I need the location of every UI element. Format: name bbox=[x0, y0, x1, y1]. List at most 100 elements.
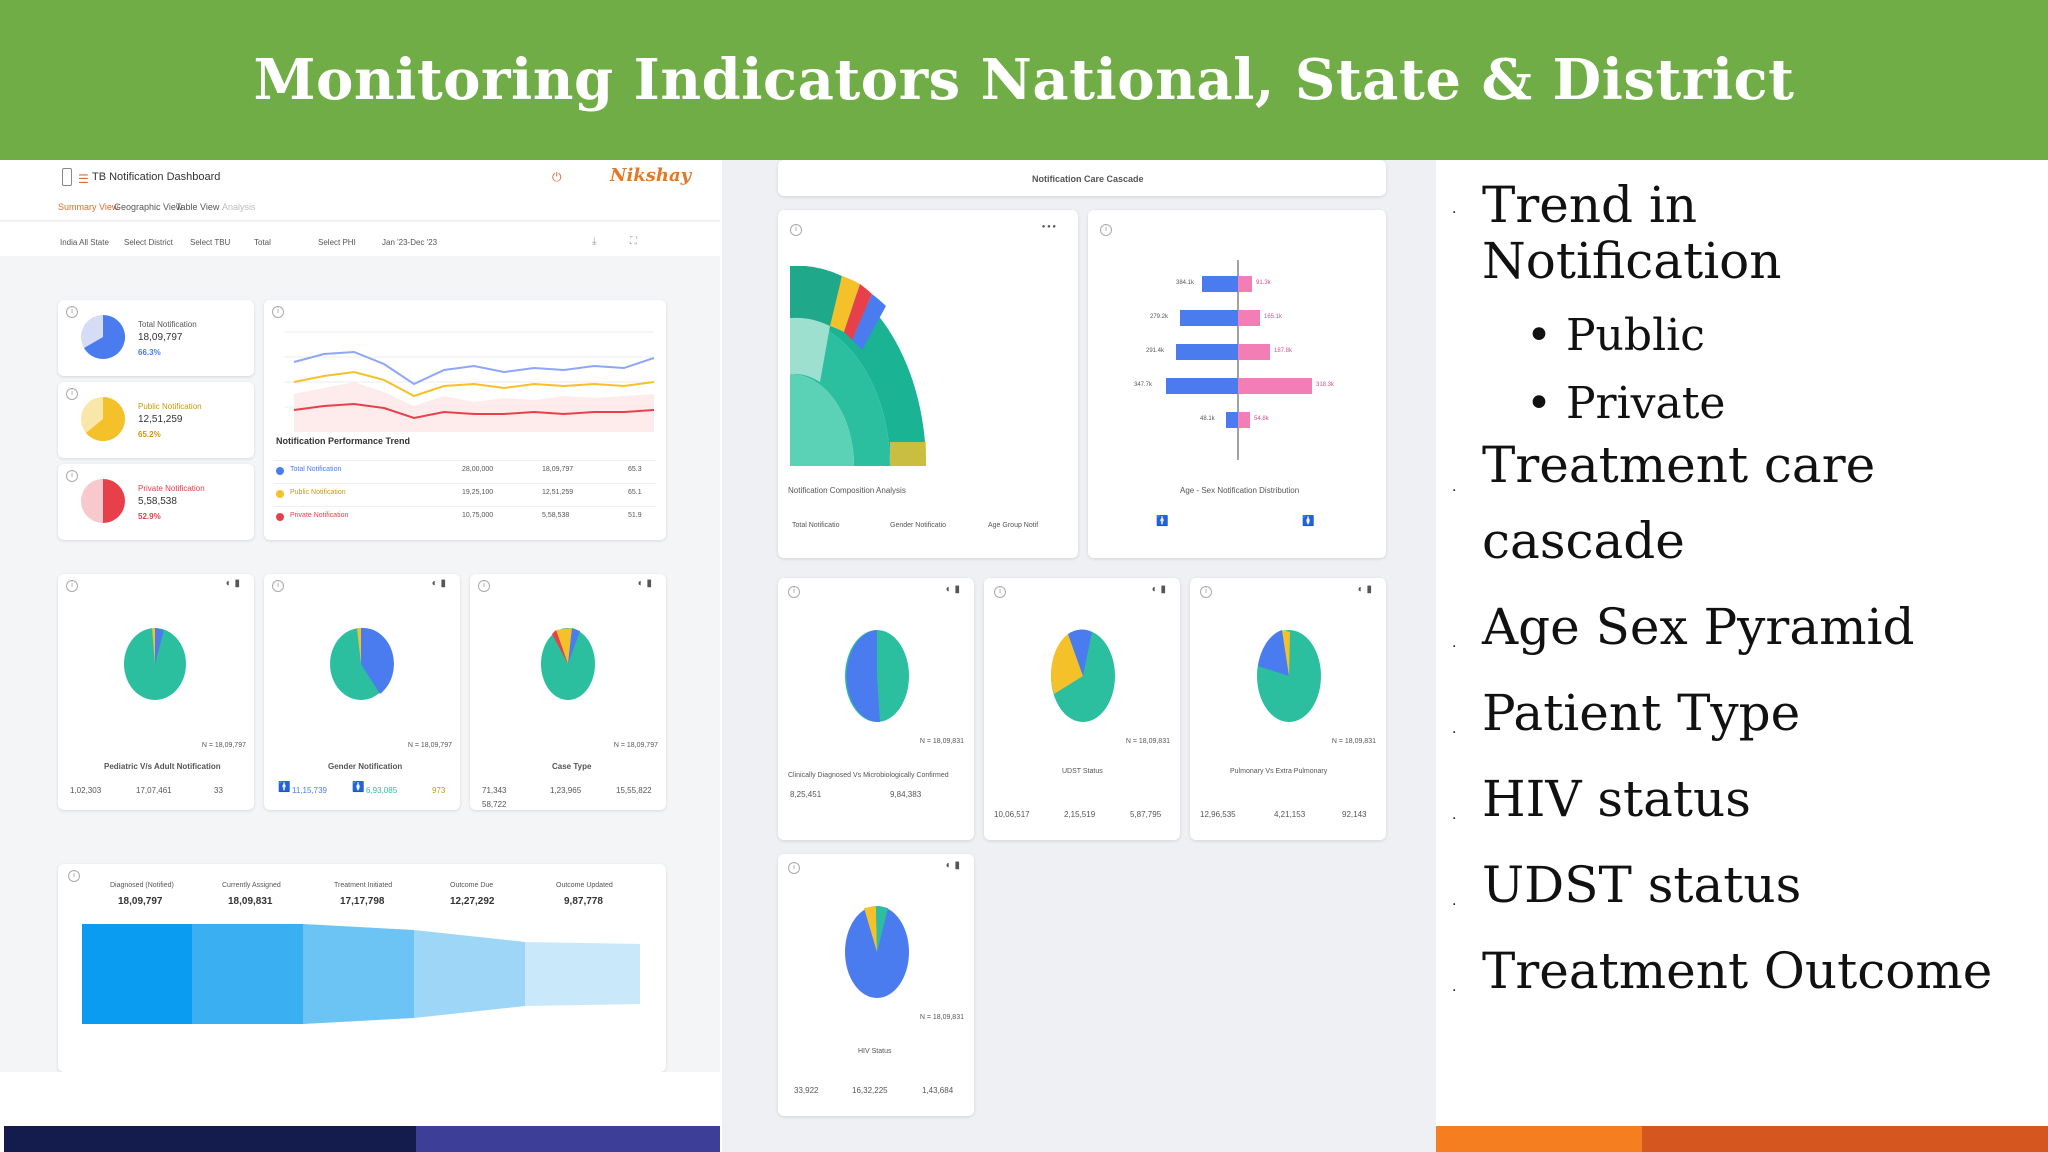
list-item-text: UDST status bbox=[1482, 856, 1802, 914]
chart-settings-icon[interactable]: ◐ ▮ bbox=[945, 584, 960, 595]
kpi-public-pct: 65.2% bbox=[138, 430, 161, 439]
info-icon: i bbox=[1100, 224, 1112, 236]
funnel-stage-label: Outcome Due bbox=[450, 882, 494, 889]
pyramid-female-bar bbox=[1238, 412, 1250, 428]
pie-value: 15,55,822 bbox=[616, 786, 652, 795]
footer-strip-dark-orange bbox=[1642, 1126, 2048, 1152]
composition-filter[interactable]: Age Group Notif bbox=[988, 522, 1039, 529]
pie-n-label: N = 18,09,831 bbox=[919, 738, 964, 745]
info-icon: i bbox=[994, 586, 1006, 598]
chart-settings-icon[interactable]: ◐ ▮ bbox=[225, 578, 240, 589]
pyramid-female-label: 54.8k bbox=[1254, 416, 1269, 422]
pie-value: 11,15,739 bbox=[292, 786, 327, 795]
tab-analysis[interactable]: Analysis bbox=[222, 202, 256, 212]
kpi-private-pct: 52.9% bbox=[138, 512, 161, 521]
row-label: Public Notification bbox=[290, 489, 346, 496]
info-icon: i bbox=[66, 580, 78, 592]
pie-value: 33,922 bbox=[794, 1086, 819, 1095]
list-item-text: Treatment care bbox=[1482, 436, 1876, 494]
row-target: 28,00,000 bbox=[462, 466, 494, 473]
filter-tbu[interactable]: Select TBU bbox=[190, 238, 231, 247]
kpi-total-card: i Total Notification 18,09,797 66.3% bbox=[58, 300, 254, 376]
funnel-stage-value: 17,17,798 bbox=[340, 896, 385, 907]
filter-type[interactable]: Total bbox=[254, 238, 271, 247]
bullet-marker: • bbox=[1526, 310, 1552, 361]
male-icon: 🚹 bbox=[1156, 516, 1169, 527]
composition-filter[interactable]: Total Notificatio bbox=[792, 522, 840, 529]
kpi-total-pie bbox=[81, 314, 126, 359]
trend-table: Total Notification 28,00,000 18,09,797 6… bbox=[274, 460, 656, 529]
pie-title: HIV Status bbox=[858, 1048, 892, 1055]
table-row: Private Notification 10,75,000 5,58,538 … bbox=[274, 506, 656, 529]
case-type-pie bbox=[541, 628, 595, 700]
age-sex-pyramid-card: i 384.1k 279.2k 291.4k 347.7k 48.1k 91.3… bbox=[1088, 210, 1386, 558]
chart-settings-icon[interactable]: ◐ ▮ bbox=[945, 860, 960, 871]
dashboard-tabs: Summary View Geographic View Table View … bbox=[0, 196, 720, 221]
kpi-private-label: Private Notification bbox=[138, 484, 205, 493]
female-icon: 🚺 bbox=[1302, 516, 1315, 527]
pie-title: Pulmonary Vs Extra Pulmonary bbox=[1230, 768, 1328, 775]
pie-n-label: N = 18,09,797 bbox=[201, 742, 246, 749]
bullet-marker: · bbox=[1452, 811, 1457, 827]
legend-dot bbox=[276, 513, 284, 521]
filter-phi[interactable]: Select PHI bbox=[318, 238, 356, 247]
funnel-stage-label: Treatment Initiated bbox=[334, 882, 393, 889]
table-row: Public Notification 19,25,100 12,51,259 … bbox=[274, 483, 656, 506]
kpi-private-card: i Private Notification 5,58,538 52.9% bbox=[58, 464, 254, 540]
info-icon: i bbox=[66, 306, 78, 318]
pie-n-label: N = 18,09,797 bbox=[613, 742, 658, 749]
cascade-title: Notification Care Cascade bbox=[1032, 174, 1144, 184]
info-icon: i bbox=[66, 470, 78, 482]
pyramid-female-bar bbox=[1238, 276, 1252, 292]
pyramid-male-bar bbox=[1180, 310, 1238, 326]
pie-value: 92,143 bbox=[1342, 810, 1367, 819]
pyramid-female-label: 187.8k bbox=[1274, 348, 1293, 354]
pediatric-adult-pie bbox=[124, 628, 186, 700]
diagnosis-type-pie bbox=[845, 630, 909, 723]
filter-period[interactable]: Jan '23-Dec '23 bbox=[382, 238, 438, 247]
slide-header: Monitoring Indicators National, State & … bbox=[0, 0, 2048, 160]
info-icon: i bbox=[790, 224, 802, 236]
list-item-text: Age Sex Pyramid bbox=[1482, 598, 1915, 656]
menu-icon[interactable]: ☰ bbox=[78, 172, 89, 186]
tab-geographic[interactable]: Geographic View bbox=[114, 202, 183, 212]
footer-strip-navy bbox=[4, 1126, 416, 1152]
pie-value: 973 bbox=[432, 786, 446, 795]
trend-public-line bbox=[293, 370, 654, 398]
chart-settings-icon[interactable]: ◐ ▮ bbox=[431, 578, 446, 589]
chart-settings-icon[interactable]: ◐ ▮ bbox=[637, 578, 652, 589]
care-cascade-header-card: Notification Care Cascade bbox=[778, 160, 1386, 196]
expand-icon[interactable]: ⛶ bbox=[630, 236, 637, 247]
pie-n-label: N = 18,09,831 bbox=[1125, 738, 1170, 745]
footer-strip-orange bbox=[1436, 1126, 1642, 1152]
pyramid-male-label: 384.1k bbox=[1176, 280, 1195, 286]
list-item-text: HIV status bbox=[1482, 770, 1751, 828]
pulmonary-pie bbox=[1257, 630, 1321, 722]
filter-district[interactable]: Select District bbox=[124, 238, 173, 247]
bullet-marker: • bbox=[1526, 378, 1552, 429]
pie-title: Case Type bbox=[552, 762, 592, 771]
pie-value: 4,21,153 bbox=[1274, 810, 1306, 819]
bullet-marker: · bbox=[1452, 205, 1457, 221]
pie-n-label: N = 18,09,797 bbox=[407, 742, 452, 749]
trend-chart-card: i Notification Performance Trend Total N… bbox=[264, 300, 666, 540]
pie-value: 71,343 bbox=[482, 786, 507, 795]
bullet-marker: · bbox=[1452, 897, 1457, 913]
tab-summary[interactable]: Summary View bbox=[58, 202, 119, 212]
pyramid-male-bar bbox=[1226, 412, 1238, 428]
composition-filter[interactable]: Gender Notificatio bbox=[890, 522, 947, 529]
chart-settings-icon[interactable]: ◐ ▮ bbox=[1357, 584, 1372, 595]
pie-value: 17,07,461 bbox=[136, 786, 172, 795]
download-icon[interactable]: ⤓ bbox=[592, 236, 597, 247]
row-percent: 65.3 bbox=[628, 466, 642, 473]
list-item-text: Notification bbox=[1482, 232, 1782, 290]
tab-table[interactable]: Table View bbox=[176, 202, 220, 212]
bullet-marker: · bbox=[1452, 983, 1457, 999]
chart-settings-icon[interactable]: ◐ ▮ bbox=[1151, 584, 1166, 595]
timer-icon: ⏻ bbox=[552, 170, 562, 184]
bullet-marker: · bbox=[1452, 639, 1457, 655]
filter-state[interactable]: India All State bbox=[60, 238, 109, 247]
pediatric-adult-card: i ◐ ▮ N = 18,09,797 Pediatric V/s Adult … bbox=[58, 574, 254, 810]
info-icon: i bbox=[788, 862, 800, 874]
funnel-stage-label: Outcome Updated bbox=[556, 882, 613, 889]
